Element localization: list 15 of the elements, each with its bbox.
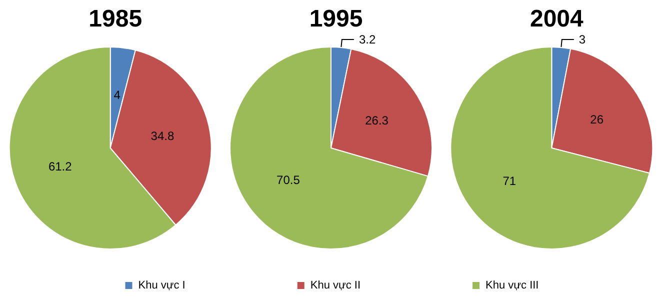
data-label: 26	[590, 112, 604, 126]
legend-label: Khu vực II	[310, 280, 361, 292]
data-label: 71	[502, 174, 516, 188]
slice-label: 1995	[309, 6, 363, 32]
data-label: 26.3	[365, 113, 389, 128]
data-label: 3	[578, 32, 586, 46]
data-label: 4	[114, 88, 121, 102]
data-label: 3.2	[358, 32, 376, 47]
data-label: 34.8	[150, 129, 174, 143]
slice-label: 1985	[88, 6, 142, 32]
legend-label: Khu vực I	[138, 280, 186, 292]
data-label: 70.5	[276, 173, 300, 188]
data-label: 61.2	[48, 159, 72, 174]
slice-label: 2004	[530, 6, 584, 32]
legend-label: Khu vực III	[486, 280, 539, 292]
